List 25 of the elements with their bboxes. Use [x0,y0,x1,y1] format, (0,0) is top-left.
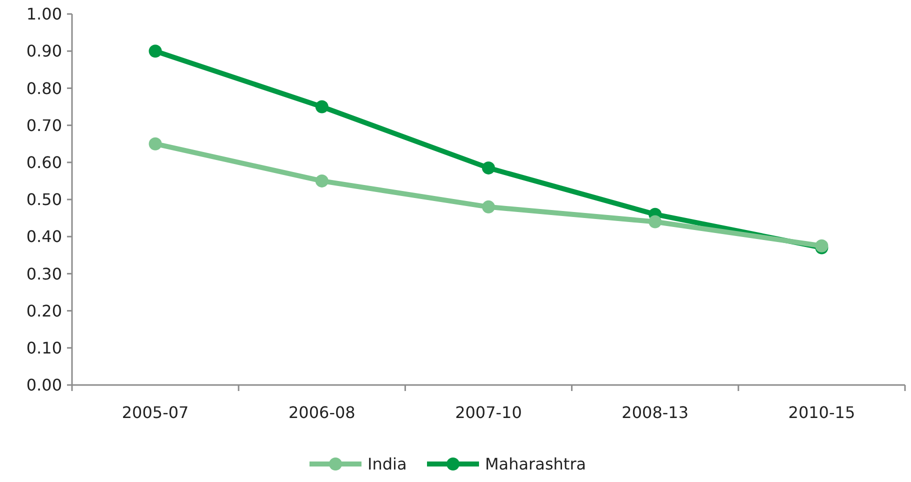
point [148,137,162,150]
y-tick-label: 0.70 [26,116,62,135]
y-tick-label: 1.00 [26,4,62,24]
point [148,44,162,58]
point [648,215,662,228]
y-tick-label: 0.80 [26,78,62,98]
x-tick-label: 2010-15 [788,403,856,422]
x-tick-label: 2007-10 [455,403,522,422]
point [315,100,328,114]
legend-label: Maharashtra [485,454,586,474]
y-tick-label: 0.50 [26,190,62,210]
y-tick-label: 0.10 [26,338,62,358]
x-tick-label: 2006-08 [288,403,356,422]
point [482,200,495,214]
y-tick-label: 0.40 [26,227,62,246]
y-tick-label: 0.20 [26,301,62,320]
y-tick-label: 0.60 [26,153,62,172]
y-tick-label: 0.30 [26,264,62,284]
x-tick-label: 2008-13 [622,403,689,422]
legend-label: India [368,454,407,474]
y-tick-label: 0.90 [26,42,62,61]
x-tick-label: 2005-07 [122,403,189,422]
y-tick-label: 0.00 [26,376,62,395]
point [482,161,495,174]
point [315,174,328,188]
